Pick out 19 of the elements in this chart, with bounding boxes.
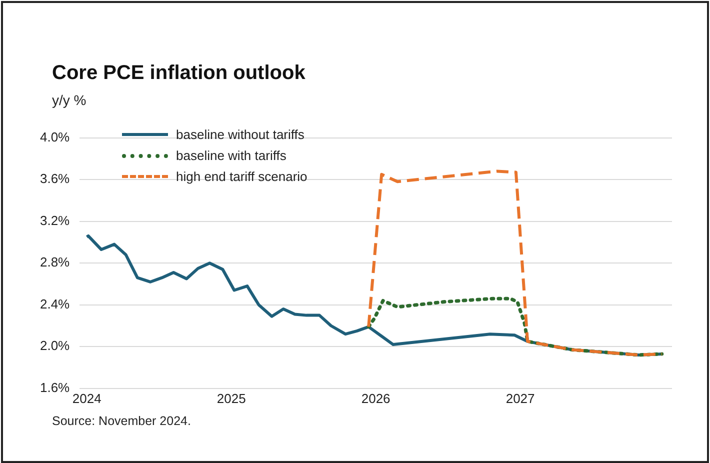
legend-label: high end tariff scenario xyxy=(176,169,308,184)
line-series xyxy=(366,296,664,357)
x-tick-label: 2024 xyxy=(72,390,102,406)
y-tick-label: 1.6% xyxy=(40,380,70,395)
y-tick-label: 2.0% xyxy=(40,338,70,354)
y-tick-label: 2.4% xyxy=(40,296,70,312)
legend-label: baseline with tariffs xyxy=(176,148,286,163)
y-tick-label: 4.0% xyxy=(40,129,70,144)
x-tick-label: 2027 xyxy=(506,390,535,406)
source-note: Source: November 2024. xyxy=(52,414,191,428)
line-series xyxy=(367,170,664,356)
x-tick-label: 2025 xyxy=(216,390,246,406)
y-tick-label: 3.6% xyxy=(40,171,70,186)
x-tick-label: 2026 xyxy=(361,390,390,406)
y-axis-title: y/y % xyxy=(52,92,86,108)
y-tick-label: 2.8% xyxy=(40,254,70,270)
chart-title: Core PCE inflation outlook xyxy=(52,62,306,85)
legend-label: baseline without tariffs xyxy=(176,127,304,142)
y-tick-label: 3.2% xyxy=(40,212,70,228)
